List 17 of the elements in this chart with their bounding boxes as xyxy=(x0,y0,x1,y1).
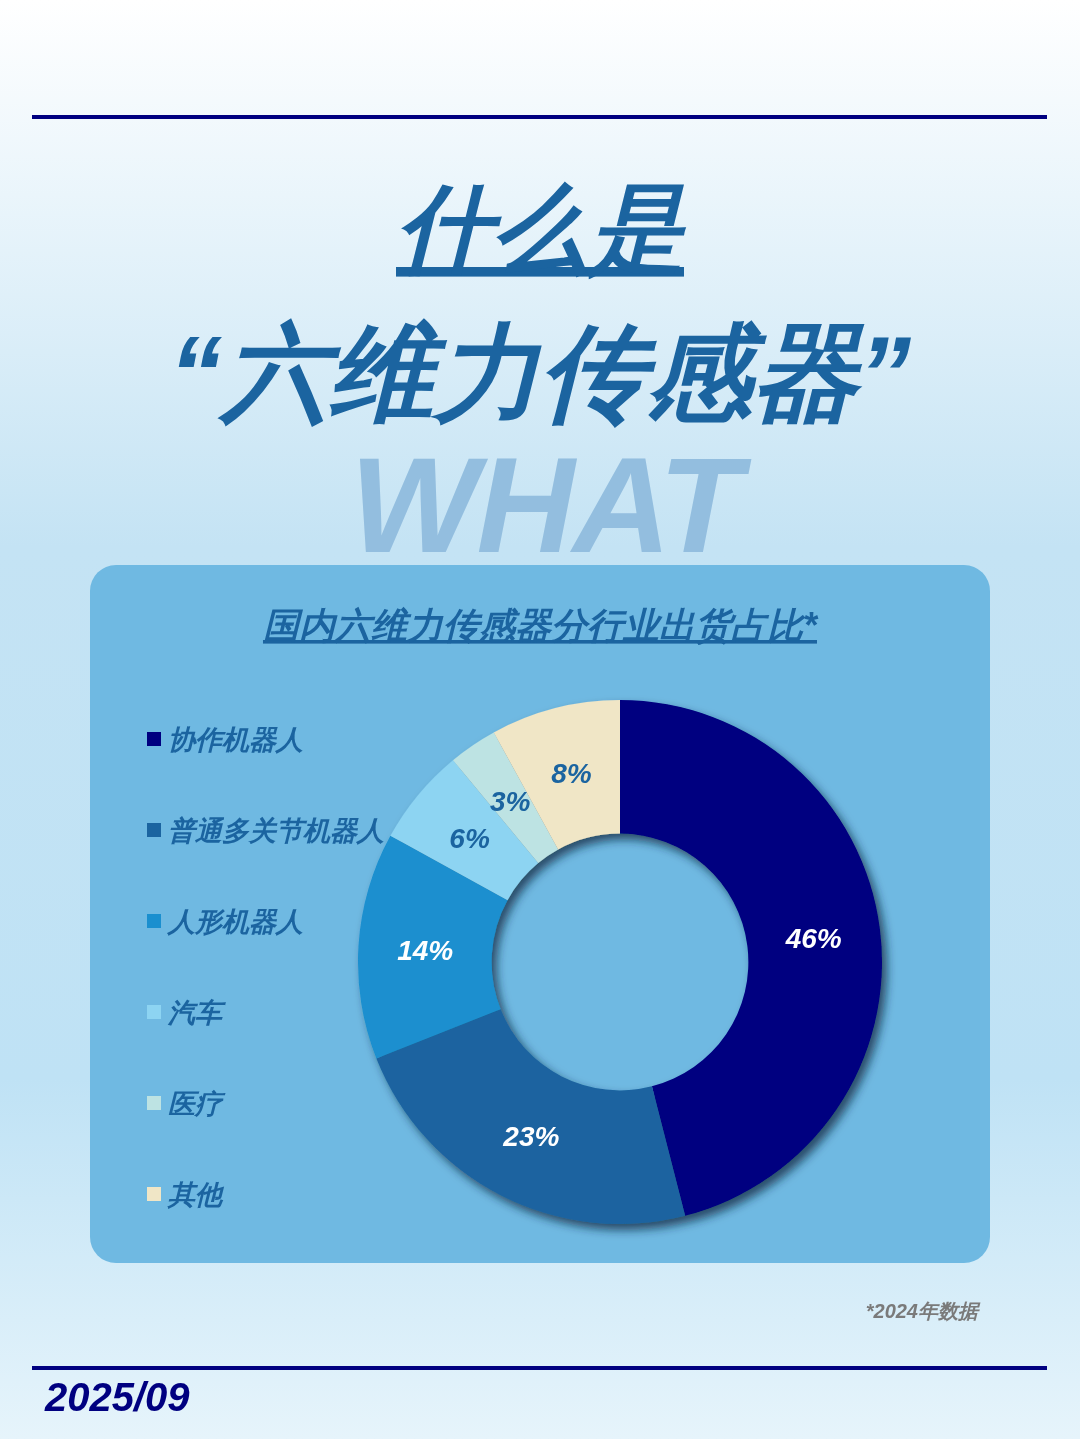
legend-label: 汽车 xyxy=(167,998,226,1028)
legend-label: 其他 xyxy=(167,1180,225,1210)
text: 2025/09 xyxy=(44,1375,191,1419)
text: WHAT xyxy=(350,429,752,581)
chart-subtitle: 国内六维力传感器分行业出货占比* xyxy=(262,605,819,646)
data-label: 46% xyxy=(784,922,842,954)
legend-label: 医疗 xyxy=(168,1089,226,1119)
legend-label: 普通多关节机器人 xyxy=(168,816,384,846)
chart-title: 什么是 “六维力传感器” xyxy=(169,175,911,432)
data-label: 3% xyxy=(490,785,531,817)
data-label: 8% xyxy=(551,757,592,789)
data-label: 6% xyxy=(449,822,490,854)
data-label: 14% xyxy=(397,934,454,966)
legend-label: 人形机器人 xyxy=(166,907,303,937)
data-label: 23% xyxy=(502,1120,560,1152)
text: *2024年数据 xyxy=(865,1300,981,1322)
legend-label: 协作机器人 xyxy=(168,725,303,755)
